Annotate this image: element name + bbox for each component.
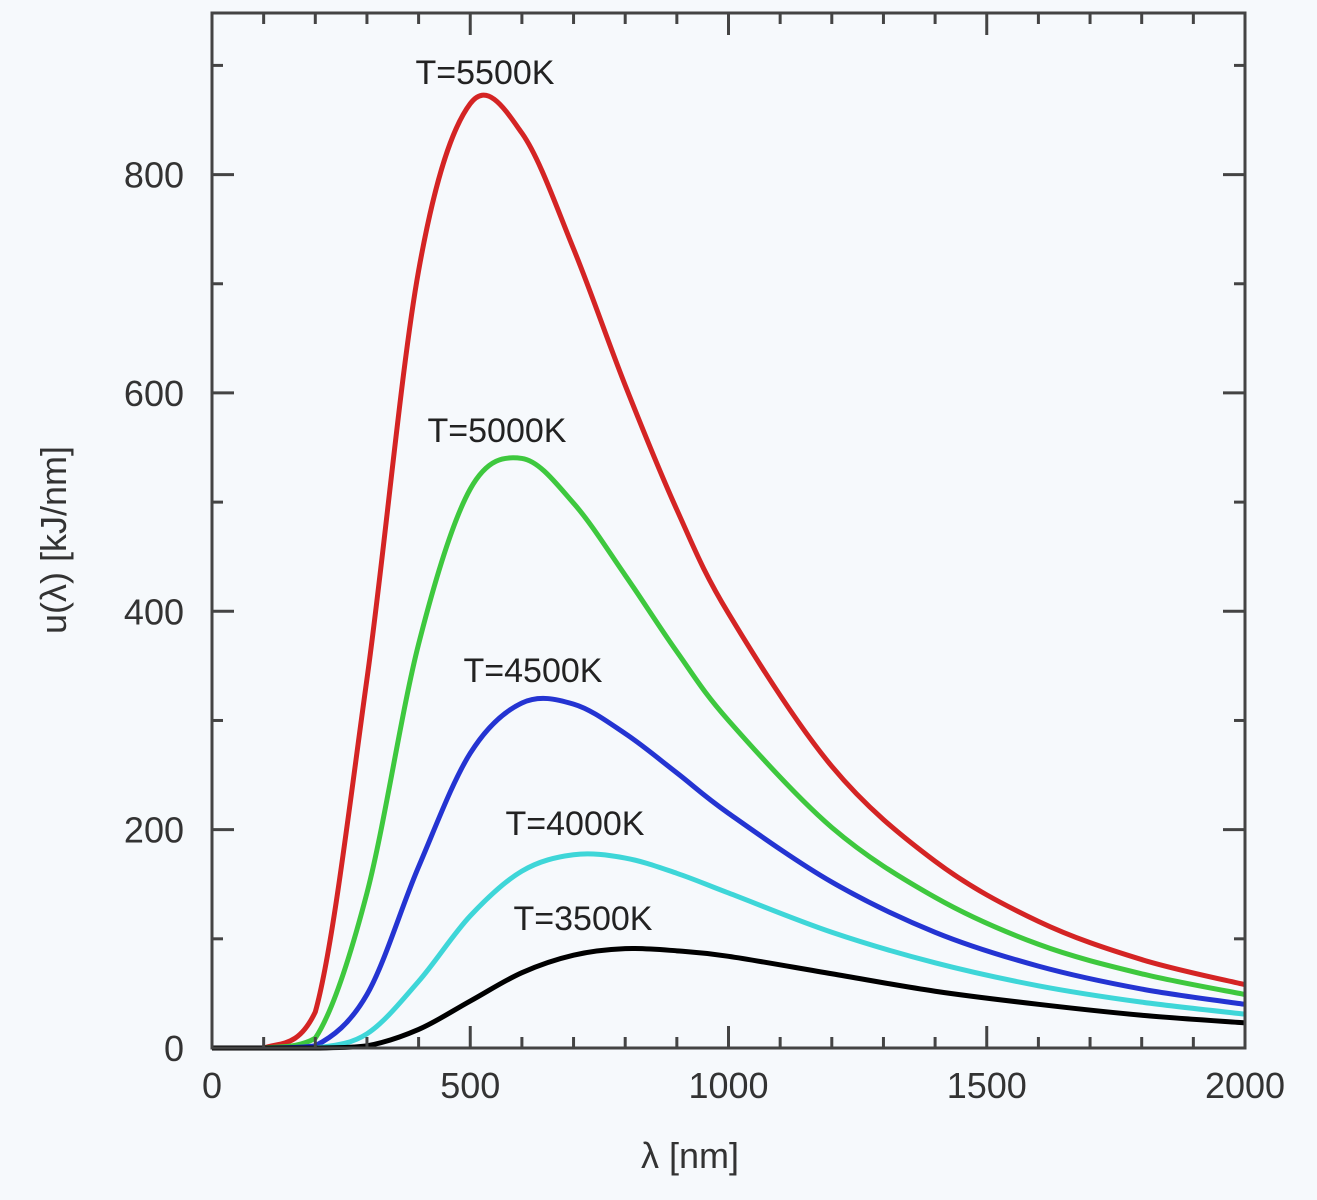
series-label: T=4000K [506,805,645,843]
y-tick-label: 200 [124,810,184,851]
y-axis-title: u(λ) [kJ/nm] [33,446,74,634]
x-tick-label: 0 [202,1065,222,1106]
series-labels: T=5500K T=5000K T=4500K T=4000K T=3500K [416,54,653,938]
series-label: T=3500K [514,900,653,938]
x-tick-label: 2000 [1205,1065,1285,1106]
series-line-t-4500k [212,695,1246,1051]
y-tick-label: 600 [124,373,184,414]
x-tick-label: 1500 [947,1065,1027,1106]
tick-labels: 0 500 1000 1500 2000 0 200 400 600 800 [124,155,1285,1106]
plot-frame [210,11,1247,1050]
x-tick-label: 1000 [688,1065,768,1106]
y-tick-label: 0 [164,1028,184,1069]
curves [212,92,1246,1051]
series-line-t-5500k [212,92,1246,1051]
series-line-t-5000k [212,455,1246,1051]
x-tick-label: 500 [440,1065,500,1106]
series-line-t-4000k [212,851,1246,1051]
series-label: T=4500K [464,652,603,690]
series-label: T=5000K [428,412,567,450]
x-axis-title: λ [nm] [641,1135,739,1176]
series-label: T=5500K [416,54,555,92]
y-tick-label: 800 [124,155,184,196]
y-tick-label: 400 [124,591,184,632]
